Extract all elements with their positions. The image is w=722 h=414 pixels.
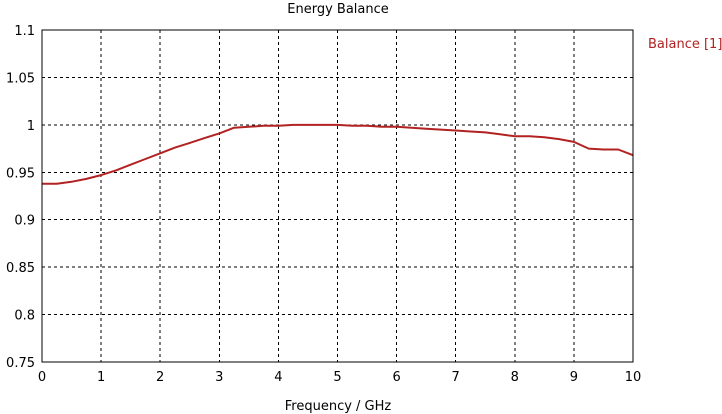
y-tick-label: 0.9 xyxy=(14,214,35,229)
y-tick-label: 0.75 xyxy=(6,356,35,371)
x-tick-label: 4 xyxy=(274,370,282,385)
y-tick-label: 1 xyxy=(27,119,35,134)
x-axis-label: Frequency / GHz xyxy=(285,399,392,414)
x-tick-label: 6 xyxy=(392,370,400,385)
x-tick-label: 7 xyxy=(452,370,460,385)
x-tick-label: 10 xyxy=(625,370,642,385)
x-tick-label: 2 xyxy=(156,370,164,385)
x-tick-label: 3 xyxy=(215,370,223,385)
x-tick-label: 0 xyxy=(38,370,46,385)
x-tick-label: 5 xyxy=(333,370,341,385)
y-tick-label: 0.95 xyxy=(6,166,35,181)
x-axis-ticks: 0 1 2 3 4 5 6 7 8 9 10 xyxy=(38,370,641,385)
plot-frame xyxy=(41,29,634,363)
chart-title: Energy Balance xyxy=(287,2,389,17)
y-tick-label: 0.8 xyxy=(14,309,35,324)
y-tick-label: 1.05 xyxy=(6,71,35,86)
y-tick-label: 0.85 xyxy=(6,261,35,276)
grid xyxy=(42,30,633,362)
series-line-balance[interactable] xyxy=(42,123,634,185)
y-axis-ticks: 0.75 0.8 0.85 0.9 0.95 1 1.05 1.1 xyxy=(6,24,35,371)
x-tick-label: 9 xyxy=(570,370,578,385)
x-tick-label: 1 xyxy=(97,370,105,385)
x-tick-label: 8 xyxy=(511,370,519,385)
legend-entry-balance[interactable]: Balance [1] xyxy=(648,37,722,52)
series-layer xyxy=(42,123,634,185)
y-tick-label: 1.1 xyxy=(14,24,35,39)
